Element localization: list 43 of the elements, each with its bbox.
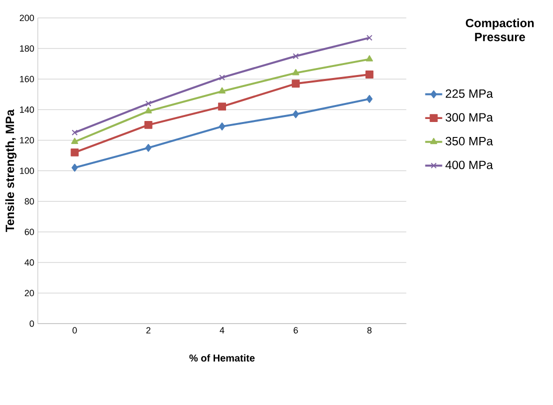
point <box>218 102 226 110</box>
point <box>70 148 79 156</box>
x-tick-label: 8 <box>367 327 372 334</box>
y-tick-label: 120 <box>20 136 34 144</box>
point <box>366 55 373 62</box>
point <box>144 107 152 114</box>
point <box>71 138 78 144</box>
point <box>218 122 226 130</box>
y-tick-label: 40 <box>24 259 34 266</box>
point <box>72 164 78 172</box>
y-tick-label: 100 <box>20 167 34 174</box>
point <box>219 74 226 80</box>
y-tick-label: 140 <box>20 106 34 113</box>
point <box>365 70 374 78</box>
point <box>145 144 152 152</box>
point <box>366 94 373 103</box>
y-tick-label: 20 <box>24 290 34 296</box>
y-tick-label: 60 <box>24 228 34 235</box>
y-axis-title: Tensile strength, MPa <box>5 109 17 232</box>
point <box>292 68 300 76</box>
point <box>366 34 372 41</box>
legend-label: 400 MPa <box>445 160 493 170</box>
y-tick-label: 160 <box>20 76 34 82</box>
point <box>145 100 152 106</box>
point <box>72 129 78 136</box>
y-tick-label: 200 <box>20 14 34 21</box>
x-tick-label: 4 <box>220 327 224 334</box>
legend-title: Compaction Pressure <box>466 18 534 42</box>
legend-label: 225 MPa <box>446 89 493 98</box>
y-tick-label: 80 <box>24 198 34 204</box>
legend-label: 300 MPa <box>446 113 493 122</box>
y-tick-label: 180 <box>20 45 34 52</box>
point <box>144 120 152 129</box>
point <box>292 110 299 118</box>
x-axis-title: % of Hematite <box>189 354 255 362</box>
x-tick-label: 2 <box>146 327 150 334</box>
point <box>218 87 226 94</box>
legend-label: 350 MPa <box>446 136 493 146</box>
point <box>292 80 300 88</box>
y-tick-label: 0 <box>30 320 34 327</box>
x-tick-label: 6 <box>294 327 298 334</box>
point <box>292 53 299 59</box>
x-tick-label: 0 <box>72 327 77 334</box>
